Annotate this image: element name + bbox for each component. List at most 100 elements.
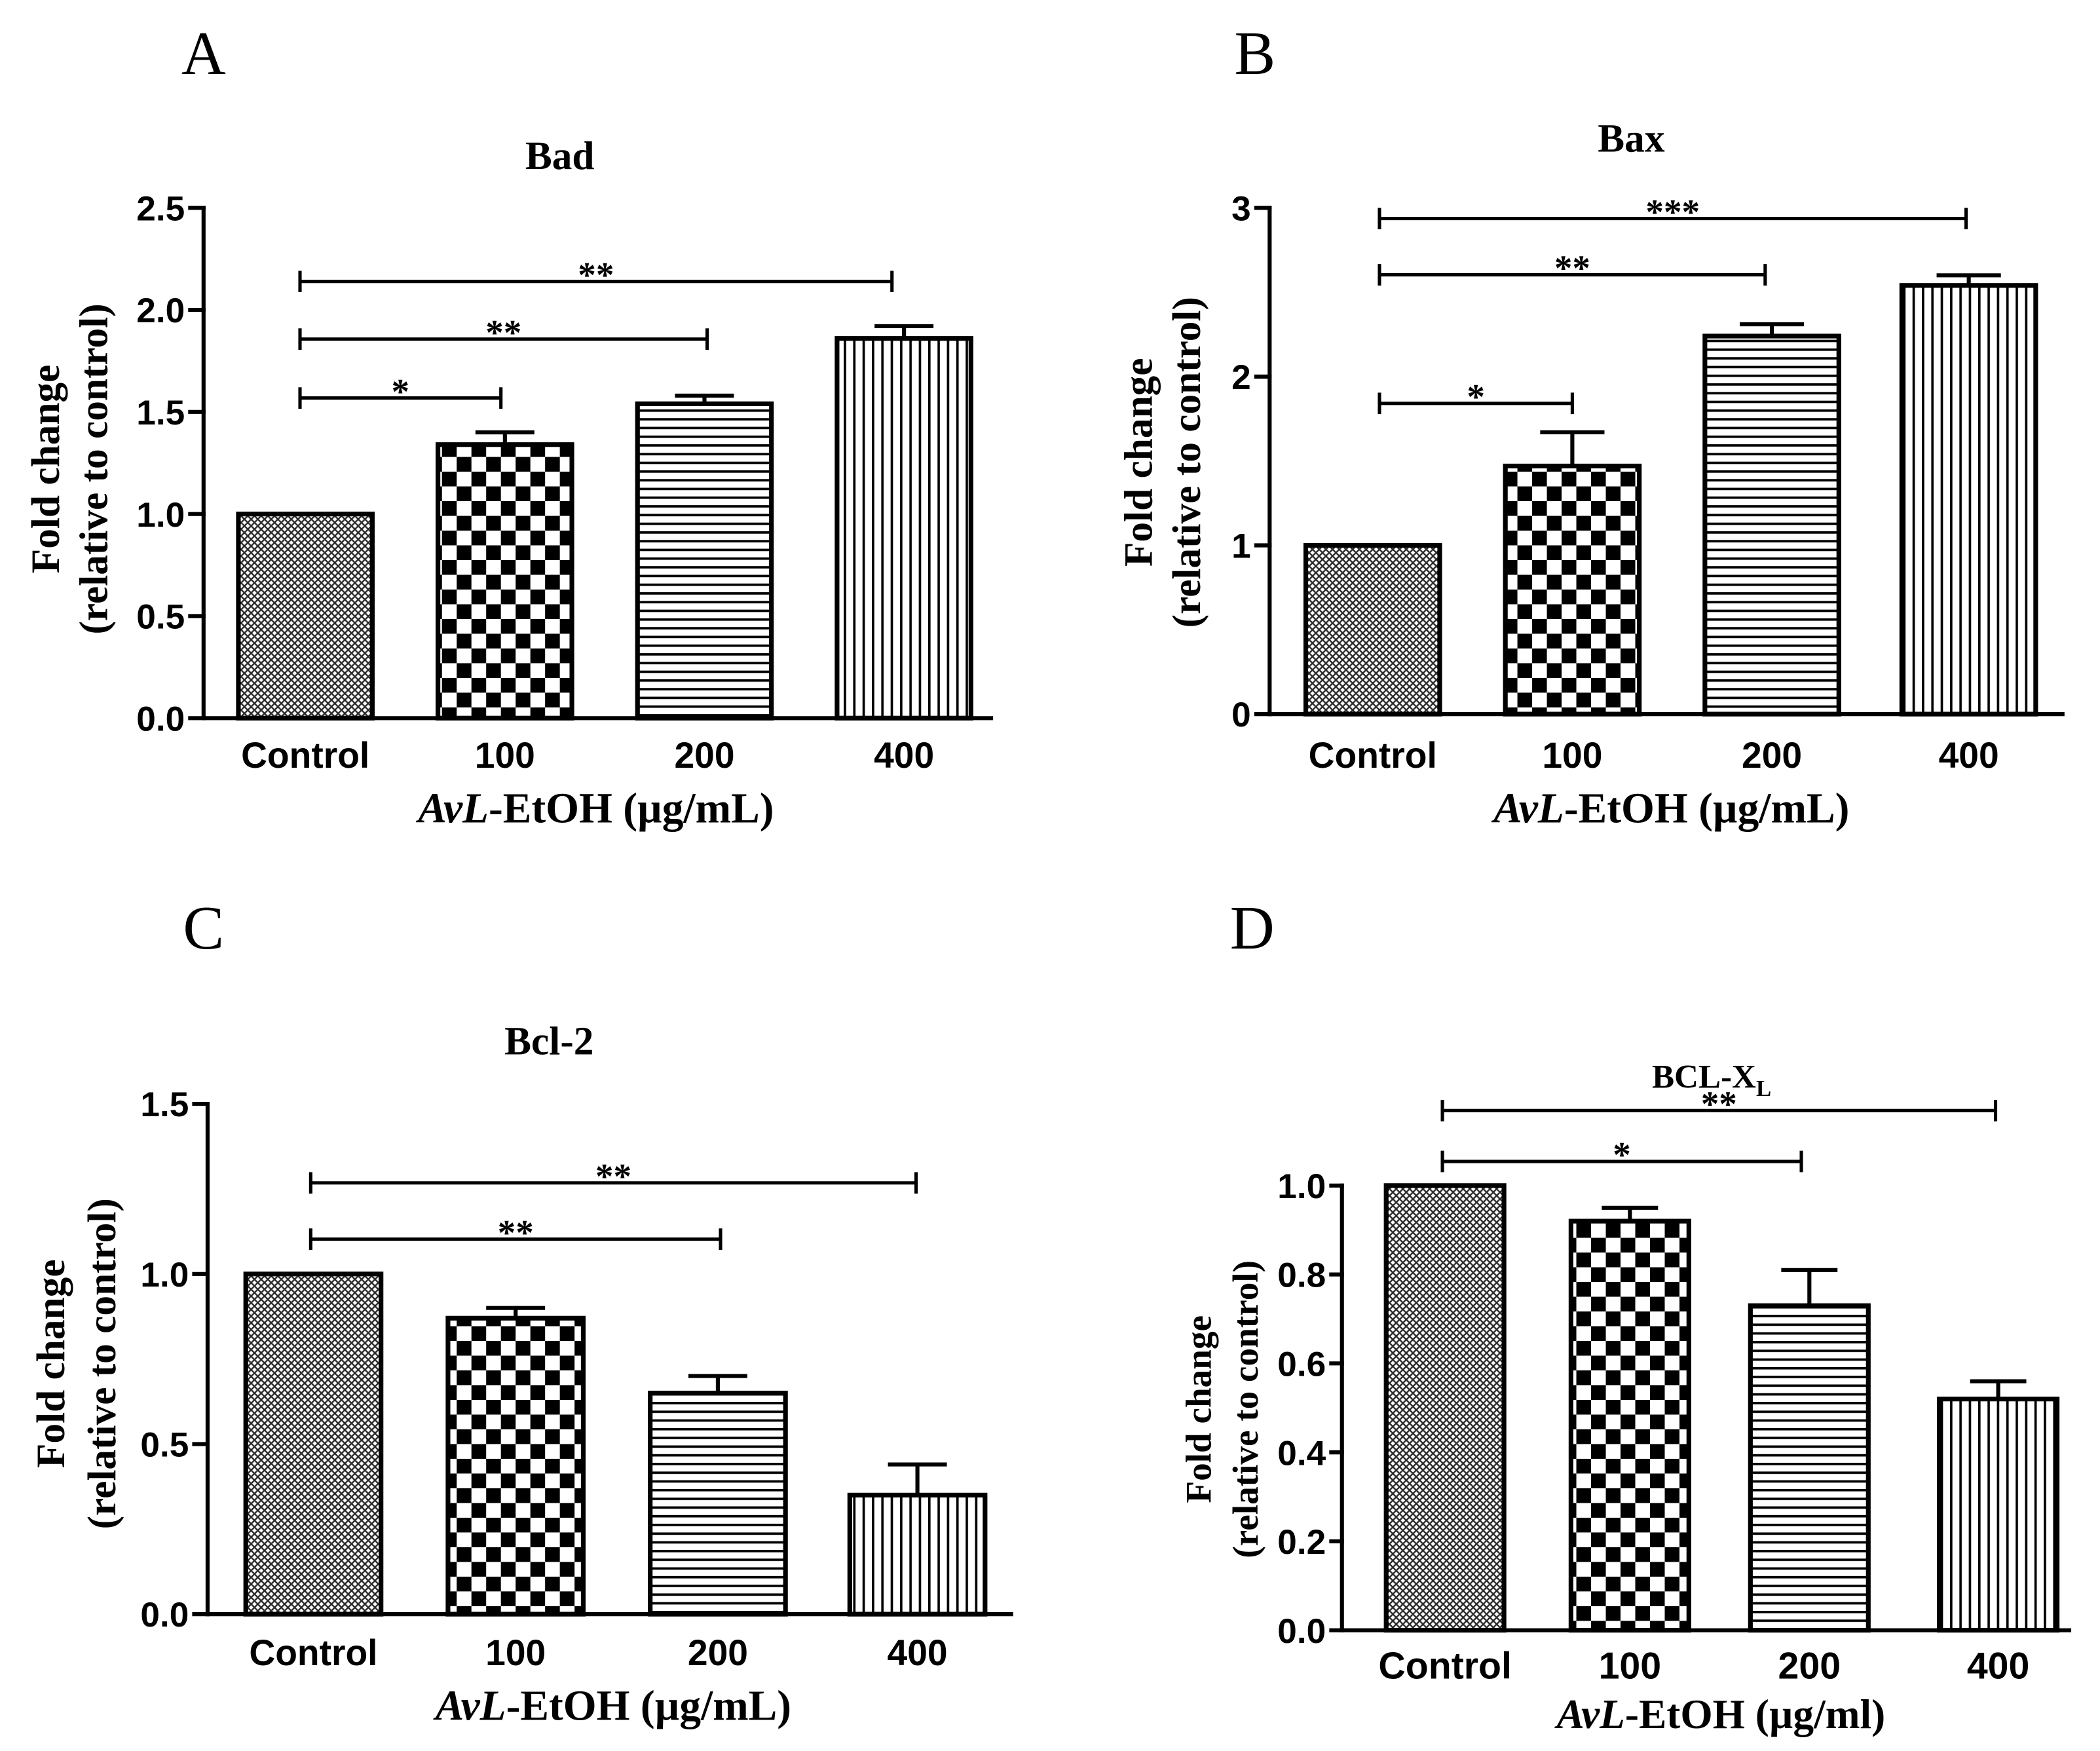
panel-d-error-bar-100 [1602, 1205, 1659, 1222]
panel-d-y-axis-title-line1: Fold change [1178, 1315, 1218, 1503]
panel-c-error-bar-400 [888, 1462, 947, 1496]
panel-b-significance-bracket [1378, 392, 1574, 415]
panel-c-category-label-control: Control [249, 1632, 377, 1673]
panel-d-y-tick-label: 0.0 [1277, 1612, 1326, 1651]
plots: A Bad 0.0 0.5 1.0 1.5 2.0 2.5 Control 100 200 400 Av… [24, 20, 2072, 1737]
panel-b-y-axis-title-line2: (relative to control) [1165, 297, 1209, 628]
panel-a-significance-label: ** [578, 255, 614, 295]
panel-a-bar-control [236, 512, 375, 721]
panel-a-y-axis-title: Fold change (relative to control) [24, 303, 117, 634]
panel-a-error-bar-200 [675, 393, 734, 404]
panel-d-significance-control-vs-400: ** [1440, 1084, 1998, 1124]
panel-b-significance-control-vs-200: ** [1378, 248, 1767, 288]
panel-b-bar-control [1303, 542, 1442, 717]
panel-c-significance-label: ** [498, 1213, 534, 1252]
panel-c-x-axis-title: AvL-EtOH (µg/mL) [433, 1683, 791, 1730]
panel-a-bar-200 [635, 401, 774, 721]
panel-a-y-axis: 0.0 0.5 1.0 1.5 2.0 2.5 [136, 189, 206, 738]
panel-d-y-axis-title-line2: (relative to control) [1226, 1260, 1266, 1558]
panel-c-error-bar-200 [688, 1374, 747, 1393]
panel-b-error-bar-200 [1739, 322, 1805, 337]
panel-c-title: Bcl-2 [504, 1019, 593, 1063]
panel-d-title-subscript: L [1756, 1076, 1771, 1101]
panel-b-letter: B [1234, 20, 1275, 88]
panel-a-significance-bracket [298, 271, 894, 293]
panel-a-y-axis-title-line2: (relative to control) [72, 303, 117, 634]
panel-d-bar-control [1383, 1183, 1507, 1633]
panel-a-significance-control-vs-100: * [298, 371, 503, 411]
panel-c-bar-control [243, 1271, 384, 1617]
panel-a-significance-bracket [298, 387, 503, 409]
panel-c-error-bar-100 [486, 1306, 546, 1319]
panel-c-category-label-100: 100 [485, 1632, 546, 1673]
panel-c-significance-control-vs-200: ** [309, 1213, 722, 1252]
panel-d-significance-label: ** [1701, 1084, 1737, 1124]
panel-b-bar-400 [1899, 283, 2038, 717]
panel-b-significance-control-vs-100: * [1378, 377, 1574, 417]
panel-a-category-label-200: 200 [674, 735, 734, 776]
panel-d-letter: D [1230, 894, 1275, 962]
panel-d-x-axis-title-text: -EtOH (µg/ml) [1625, 1691, 1885, 1737]
panel-b-bar-100 [1503, 463, 1642, 717]
panel-c-significance-control-vs-400: ** [309, 1156, 918, 1196]
panel-d-title: BCL-XL [1652, 1059, 1771, 1101]
panel-b-y-tick-label: 0 [1231, 696, 1251, 734]
panel-d-category-label-200: 200 [1778, 1645, 1841, 1687]
panel-a-title-text: Bad [525, 134, 595, 178]
panel-a-y-tick-label: 0.0 [136, 700, 185, 738]
panel-c-y-tick-label: 1.0 [140, 1256, 189, 1294]
panel-c: C Bcl-2 0.0 0.5 1.0 1.5 Control 100 200 400 AvL-Et… [29, 894, 1013, 1730]
panel-d-x-axis-title-italic: AvL [1554, 1691, 1624, 1737]
panel-a-x-axis-title-text: -EtOH (µg/mL) [489, 785, 774, 833]
panel-d-error-bar-400 [1970, 1379, 2027, 1399]
panel-a-bar-100 [436, 442, 574, 721]
panel-c-x-axis-title-italic: AvL [433, 1683, 506, 1730]
panel-a-y-tick-label: 2.0 [136, 292, 185, 330]
panel-c-y-axis: 0.0 0.5 1.0 1.5 [140, 1085, 210, 1634]
panel-d-category-label-control: Control [1378, 1645, 1512, 1687]
panel-c-y-tick-label: 1.5 [140, 1085, 189, 1124]
panel-b-significance-label: ** [1554, 248, 1590, 288]
panel-a-significance-bracket [298, 328, 709, 350]
panel-b-y-tick-label: 1 [1231, 527, 1251, 566]
panel-d-significance-bracket [1440, 1099, 1998, 1121]
panel-a-y-tick-label: 0.5 [136, 598, 185, 637]
panel-a-significance-control-vs-400: ** [298, 255, 894, 295]
panel-b-title: Bax [1598, 116, 1665, 160]
panel-b-y-axis: 0 1 2 3 [1231, 189, 1272, 734]
panel-d-y-tick-label: 0.8 [1277, 1256, 1326, 1295]
panel-a-y-tick-label: 1.0 [136, 496, 185, 535]
panel-c-y-axis-title: Fold change (relative to control) [29, 1198, 124, 1529]
panel-b: B Bax 0 1 2 3 Control 100 200 400 AvL-EtOH (µg/mL)… [1116, 20, 2065, 833]
panel-b-significance-label: *** [1645, 192, 1700, 232]
panel-a-x-axis-title: AvL-EtOH (µg/mL) [415, 785, 774, 833]
panel-b-y-tick-label: 2 [1231, 358, 1251, 397]
panel-a-x-axis-title-italic: AvL [415, 785, 489, 833]
panel-a-significance-control-vs-200: ** [298, 312, 709, 352]
panel-c-bar-200 [648, 1390, 788, 1617]
panel-c-title-text: Bcl-2 [504, 1019, 593, 1063]
panel-b-significance-label: * [1467, 377, 1485, 417]
panel-a-letter: A [181, 20, 226, 88]
panel-b-category-label-100: 100 [1542, 735, 1602, 776]
panel-d: D BCL-XL 0.0 0.2 0.4 0.6 0.8 1.0 Control 100 200 40… [1178, 894, 2072, 1737]
panel-a-category-label-400: 400 [874, 735, 934, 776]
panel-a-category-label-100: 100 [475, 735, 535, 776]
panel-c-significance-bracket [309, 1172, 918, 1194]
panel-d-y-tick-label: 0.4 [1277, 1434, 1326, 1473]
panel-a-title: Bad [525, 134, 595, 178]
panel-d-y-tick-label: 1.0 [1277, 1167, 1326, 1206]
panel-c-y-tick-label: 0.0 [140, 1596, 189, 1634]
panel-d-significance-bracket [1440, 1150, 1803, 1173]
panel-b-significance-bracket [1378, 208, 1968, 229]
panel-c-significance-bracket [309, 1228, 722, 1250]
panel-d-category-label-100: 100 [1599, 1645, 1662, 1687]
panel-c-y-tick-label: 0.5 [140, 1426, 189, 1465]
panel-b-bar-200 [1702, 333, 1841, 717]
panel-c-bar-100 [445, 1315, 586, 1617]
panel-d-x-axis-title: AvL-EtOH (µg/ml) [1554, 1691, 1885, 1737]
panel-c-letter: C [183, 894, 224, 962]
panel-a-y-tick-label: 2.5 [136, 189, 185, 228]
panel-b-category-label-control: Control [1309, 735, 1437, 776]
